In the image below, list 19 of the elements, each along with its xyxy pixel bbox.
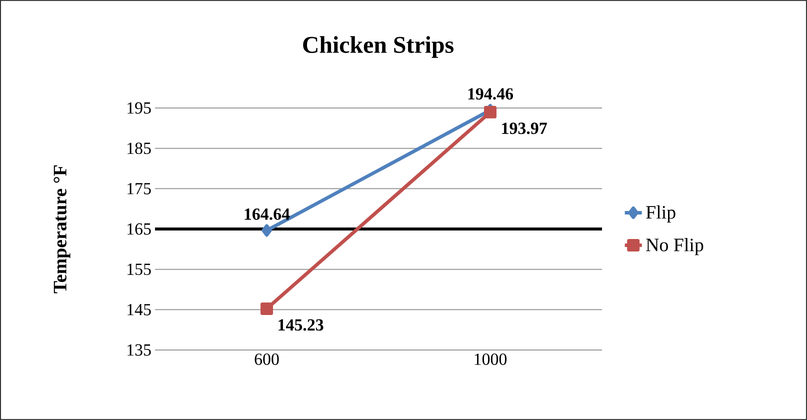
- y-tick-label: 155: [128, 264, 151, 276]
- x-tick-label: 600: [254, 354, 279, 365]
- data-label: 193.97: [502, 122, 547, 134]
- y-tick-label: 135: [128, 344, 151, 356]
- y-tick-label: 165: [128, 223, 151, 235]
- point: [262, 224, 272, 237]
- chart-title: Chicken Strips: [303, 36, 454, 58]
- data-label: 164.64: [244, 208, 290, 220]
- data-label: 194.46: [468, 88, 514, 100]
- data-label: 145.23: [278, 319, 324, 331]
- legend-label: Flip: [646, 205, 676, 223]
- y-tick-label: 145: [128, 304, 151, 316]
- y-tick-label: 195: [128, 102, 151, 114]
- point: [260, 302, 274, 315]
- y-axis-title: Temperature °F: [54, 165, 70, 294]
- x-tick-label: 1000: [474, 354, 507, 365]
- y-tick-label: 185: [128, 142, 151, 154]
- y-tick-label: 175: [128, 182, 151, 194]
- legend-label: No Flip: [646, 238, 704, 256]
